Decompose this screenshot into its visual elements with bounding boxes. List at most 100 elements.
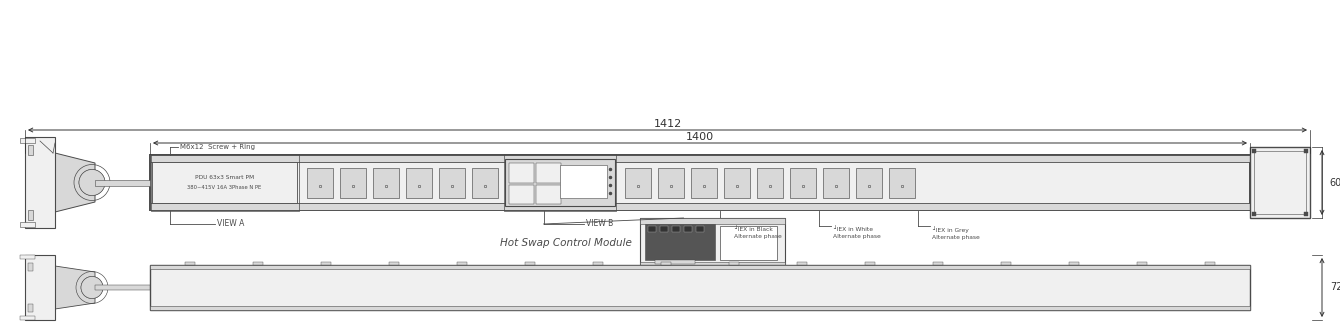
Text: M6x12  Screw + Ring: M6x12 Screw + Ring (180, 144, 255, 150)
Text: ┘IEX in White
Alternate phase: ┘IEX in White Alternate phase (833, 226, 880, 239)
Bar (25, 137, 55, 228)
Bar (185, 262, 196, 265)
Bar (690, 168, 717, 197)
Bar (150, 155, 1250, 210)
Bar (28, 263, 34, 271)
Polygon shape (375, 172, 395, 188)
Text: ┘IEX in Grey
Alternate phase: ┘IEX in Grey Alternate phase (933, 226, 980, 240)
Bar (151, 162, 297, 203)
Bar (560, 165, 607, 198)
Bar (28, 304, 34, 312)
Circle shape (80, 277, 103, 299)
Bar (1001, 262, 1010, 265)
Text: 60: 60 (1329, 178, 1340, 187)
Bar (150, 265, 1250, 310)
Text: PDU 63x3 Smart PM: PDU 63x3 Smart PM (194, 175, 255, 180)
Text: 72: 72 (1329, 282, 1340, 292)
Bar (695, 226, 704, 232)
Bar (511, 179, 519, 186)
Bar (20, 222, 35, 227)
Text: ┘IEX in Black
Alternate phase: ┘IEX in Black Alternate phase (734, 226, 781, 239)
Bar (95, 180, 150, 185)
Bar (641, 218, 785, 268)
Bar (150, 265, 1250, 269)
Bar (406, 168, 431, 197)
Bar (641, 262, 785, 268)
Bar (888, 168, 914, 197)
Bar (322, 262, 331, 265)
Text: VIEW B: VIEW B (586, 219, 612, 228)
Bar (757, 168, 783, 197)
Polygon shape (409, 172, 429, 188)
Polygon shape (342, 172, 363, 188)
Bar (645, 224, 716, 260)
Bar (1252, 149, 1256, 153)
Bar (641, 218, 785, 224)
Bar (150, 306, 1250, 310)
Text: 380~415V 16A 3Phase N PE: 380~415V 16A 3Phase N PE (188, 185, 261, 190)
Polygon shape (825, 172, 846, 188)
Bar (933, 262, 943, 265)
Polygon shape (859, 172, 879, 188)
Bar (20, 138, 35, 143)
Text: 1400: 1400 (686, 132, 714, 142)
Bar (509, 184, 533, 204)
Bar (1304, 212, 1308, 216)
Bar (1069, 262, 1079, 265)
Bar (438, 168, 465, 197)
Bar (658, 168, 683, 197)
Bar (655, 260, 695, 264)
Bar (624, 168, 650, 197)
Bar (789, 168, 816, 197)
Polygon shape (441, 172, 462, 188)
Bar (823, 168, 848, 197)
Bar (523, 179, 531, 186)
Polygon shape (55, 266, 95, 309)
Bar (457, 262, 468, 265)
Polygon shape (627, 172, 647, 188)
Bar (661, 262, 671, 265)
Bar (151, 154, 299, 211)
Polygon shape (661, 172, 681, 188)
Text: VIEW A: VIEW A (217, 219, 244, 228)
Bar (1250, 147, 1311, 218)
Bar (1304, 149, 1308, 153)
Bar (866, 262, 875, 265)
Polygon shape (726, 172, 746, 188)
Polygon shape (760, 172, 780, 188)
Bar (20, 316, 35, 320)
Bar (525, 262, 535, 265)
Bar (797, 262, 807, 265)
Bar (594, 262, 603, 265)
Polygon shape (792, 172, 812, 188)
Bar (150, 155, 1250, 162)
Bar (389, 262, 399, 265)
Bar (253, 262, 263, 265)
Bar (472, 168, 497, 197)
Polygon shape (1276, 192, 1288, 213)
Bar (1205, 262, 1215, 265)
Bar (505, 159, 615, 206)
Polygon shape (474, 172, 494, 188)
Bar (307, 168, 332, 197)
Bar (150, 203, 1250, 210)
Text: 1412: 1412 (654, 119, 682, 129)
Bar (649, 226, 657, 232)
Bar (511, 165, 519, 172)
Polygon shape (310, 172, 330, 188)
Bar (504, 154, 616, 211)
Bar (28, 145, 34, 155)
Bar (536, 184, 560, 204)
Polygon shape (891, 172, 911, 188)
Bar (25, 255, 55, 320)
Bar (1254, 151, 1306, 214)
Bar (683, 226, 691, 232)
Bar (509, 163, 533, 182)
Circle shape (79, 170, 105, 195)
Bar (95, 285, 150, 290)
Polygon shape (55, 153, 95, 212)
Bar (339, 168, 366, 197)
Bar (670, 276, 720, 284)
Bar (1252, 212, 1256, 216)
Bar (661, 226, 669, 232)
